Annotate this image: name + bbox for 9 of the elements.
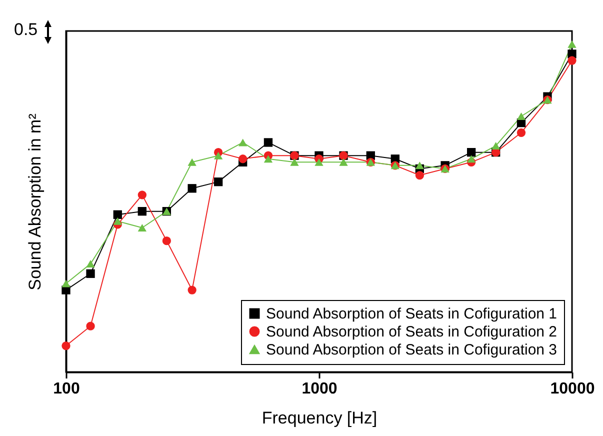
legend-label: Sound Absorption of Seats in Cofiguration 3 <box>266 342 558 358</box>
x-tick-label: 100 <box>53 380 80 398</box>
legend-label: Sound Absorption of Seats in Cofiguration 2 <box>266 324 558 340</box>
x-tick-label: 10000 <box>550 380 595 398</box>
x-axis-title: Frequency [Hz] <box>262 408 378 428</box>
x-tick-label: 1000 <box>302 380 338 398</box>
text: 0.5 <box>14 20 38 40</box>
legend-label: Sound Absorption of Seats in Cofiguration 1 <box>266 306 558 322</box>
y-axis-title: Sound Absorption in m² <box>26 113 44 290</box>
